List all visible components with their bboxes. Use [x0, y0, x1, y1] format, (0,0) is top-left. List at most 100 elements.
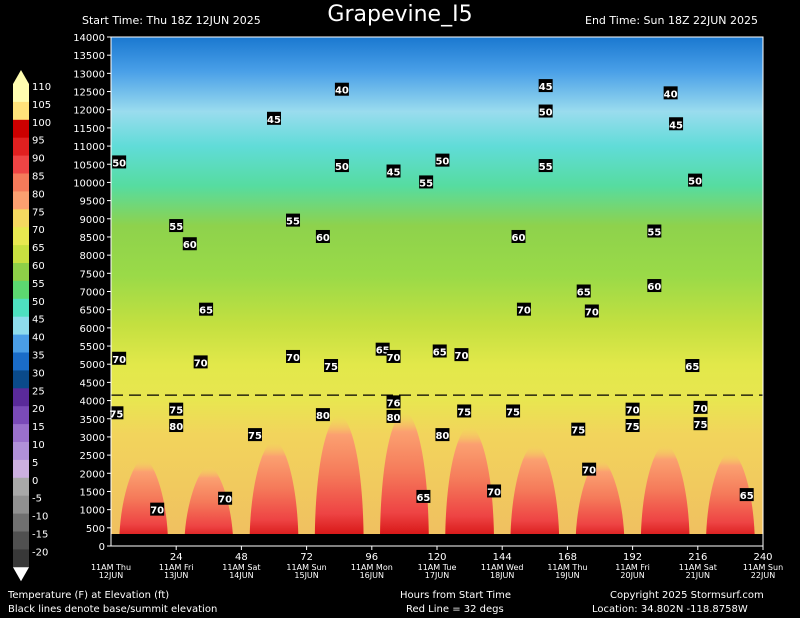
- x-tick-label: 72: [300, 552, 313, 563]
- contour-label-box: [286, 349, 301, 363]
- contour-label: 50: [112, 158, 126, 169]
- y-tick-label: 7000: [80, 288, 105, 299]
- contour-label: 76: [387, 398, 401, 409]
- contour-label: 75: [571, 426, 585, 437]
- contour-label: 50: [435, 157, 449, 168]
- chart-title: Grapevine_I5: [327, 2, 473, 27]
- contour-label: 45: [387, 168, 401, 179]
- warm-column: [641, 444, 690, 534]
- colorbar-label: 70: [32, 225, 45, 236]
- day-label-time: 11AM Sun: [286, 563, 326, 572]
- day-label-date: 15JUN: [294, 571, 318, 580]
- contour-label: 75: [109, 409, 123, 420]
- contour-label: 75: [248, 431, 262, 442]
- contour-label: 75: [457, 407, 471, 418]
- day-label-date: 20JUN: [620, 571, 644, 580]
- contour-label: 65: [577, 288, 591, 299]
- contour-label-box: [457, 404, 472, 418]
- contour-label-box: [432, 344, 447, 358]
- contour-label-box: [419, 175, 434, 189]
- contour-label-box: [169, 219, 184, 233]
- warm-column: [249, 440, 299, 534]
- contour-label-box: [647, 279, 662, 293]
- contour-label-box: [647, 224, 662, 238]
- contour-label: 70: [150, 506, 164, 517]
- contour-label: 60: [512, 233, 526, 244]
- contour-label-box: [669, 117, 684, 131]
- contour-label-box: [454, 348, 469, 362]
- colorbar-label: 25: [32, 386, 45, 397]
- contour-label-box: [538, 79, 553, 93]
- colorbar-swatch: [13, 352, 29, 371]
- contour-label-box: [416, 489, 431, 503]
- colorbar-swatch: [13, 513, 29, 532]
- footer-note: Black lines denote base/summit elevation: [8, 604, 218, 615]
- day-label-date: 16JUN: [360, 571, 384, 580]
- y-tick-label: 1000: [80, 506, 105, 517]
- footer-x-label: Hours from Start Time: [400, 590, 512, 601]
- y-tick-label: 11000: [73, 142, 105, 153]
- contour-label: 80: [169, 422, 183, 433]
- contour-label-box: [386, 409, 401, 423]
- contour-label: 55: [286, 217, 300, 228]
- contour-label: 75: [506, 407, 520, 418]
- contour-label-box: [169, 402, 184, 416]
- colorbar-label: 100: [32, 118, 51, 129]
- colorbar-swatch: [13, 263, 29, 282]
- y-tick-label: 8000: [80, 251, 105, 262]
- contour-label: 70: [582, 466, 596, 477]
- footer-red-line: Red Line = 32 degs: [406, 604, 504, 615]
- contour-label-box: [538, 104, 553, 118]
- contour-label-box: [169, 419, 184, 433]
- colorbar-swatch: [13, 298, 29, 318]
- x-tick-label: 240: [753, 552, 772, 563]
- colorbar-label: -15: [32, 530, 48, 541]
- day-label-time: 11AM Sun: [743, 563, 783, 572]
- x-tick-label: 24: [170, 552, 183, 563]
- colorbar-swatch: [13, 495, 29, 515]
- colorbar-swatch: [13, 101, 29, 121]
- y-tick-label: 8500: [80, 233, 105, 244]
- y-tick-label: 2000: [80, 469, 105, 480]
- contour-label: 55: [647, 228, 661, 239]
- colorbar-swatch: [13, 84, 29, 103]
- colorbar-swatch: [13, 137, 29, 157]
- day-label-time: 11AM Sat: [222, 563, 260, 572]
- colorbar-swatch: [13, 155, 29, 174]
- colorbar-swatch: [13, 477, 29, 497]
- day-label-date: 19JUN: [555, 571, 579, 580]
- colorbar-label: 45: [32, 315, 45, 326]
- colorbar-swatch: [13, 119, 29, 139]
- contour-label-box: [663, 86, 678, 100]
- contour-label-box: [685, 359, 700, 373]
- contour-label: 45: [539, 82, 553, 93]
- colorbar-swatch: [13, 459, 29, 479]
- contour-label: 75: [169, 406, 183, 417]
- contour-label-box: [193, 355, 208, 369]
- colorbar-swatch: [13, 245, 29, 264]
- y-tick-label: 12000: [73, 106, 105, 117]
- contour-label: 70: [487, 487, 501, 498]
- y-tick-label: 5000: [80, 360, 105, 371]
- contour-label-box: [435, 153, 450, 167]
- contour-label-box: [571, 422, 586, 436]
- contour-label: 70: [626, 406, 640, 417]
- contour-label: 70: [387, 353, 401, 364]
- colorbar-swatch: [13, 531, 29, 550]
- colorbar-swatch: [13, 442, 29, 461]
- day-label-time: 11AM Fri: [159, 563, 194, 572]
- y-tick-label: 12500: [73, 88, 105, 99]
- contour-label-box: [182, 237, 197, 251]
- y-tick-label: 5500: [80, 342, 105, 353]
- contour-label-box: [688, 173, 703, 187]
- contour-label-box: [693, 400, 708, 414]
- contour-label-box: [386, 349, 401, 363]
- contour-label: 80: [435, 431, 449, 442]
- contour-label-box: [625, 402, 640, 416]
- day-label-time: 11AM Mon: [351, 563, 393, 572]
- contour-label: 75: [694, 420, 708, 431]
- colorbar-label: 40: [32, 333, 45, 344]
- contour-label: 40: [664, 89, 678, 100]
- day-label-date: 22JUN: [751, 571, 775, 580]
- contour-label: 70: [517, 306, 531, 317]
